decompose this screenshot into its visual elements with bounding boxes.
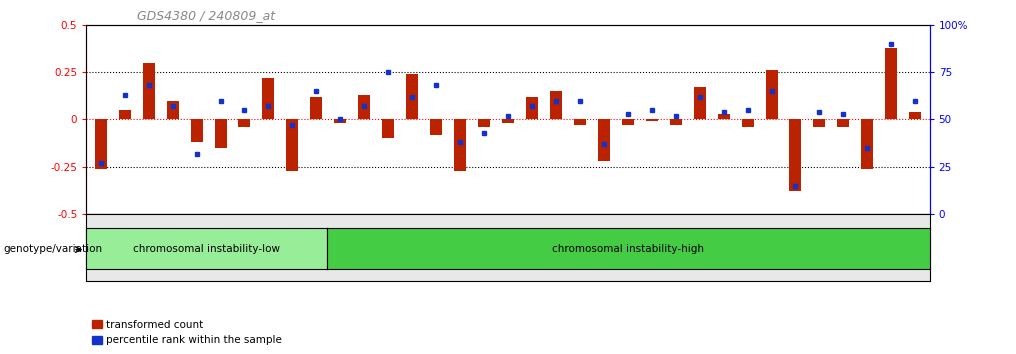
Text: GDS4380 / 240809_at: GDS4380 / 240809_at <box>137 9 275 22</box>
Bar <box>765 70 777 119</box>
Bar <box>814 119 825 127</box>
Bar <box>334 119 346 123</box>
Bar <box>670 119 682 125</box>
Bar <box>550 91 562 119</box>
Bar <box>454 119 466 171</box>
Bar <box>287 119 299 171</box>
Bar <box>789 119 802 192</box>
Bar <box>574 119 586 125</box>
Bar <box>142 63 154 119</box>
Bar <box>526 97 537 119</box>
Bar <box>909 112 922 119</box>
Bar <box>191 119 202 142</box>
Bar <box>622 119 634 125</box>
Bar <box>239 119 251 127</box>
Bar <box>742 119 754 127</box>
Bar <box>646 119 657 121</box>
Bar <box>359 95 370 119</box>
Bar <box>310 97 322 119</box>
Bar <box>694 87 706 119</box>
Bar <box>502 119 514 123</box>
Bar <box>837 119 849 127</box>
Bar <box>479 119 490 127</box>
Bar <box>94 119 107 169</box>
Bar <box>862 119 874 169</box>
Legend: transformed count, percentile rank within the sample: transformed count, percentile rank withi… <box>91 320 282 345</box>
Bar <box>430 119 442 135</box>
Bar <box>167 101 179 119</box>
Bar <box>119 110 131 119</box>
Bar <box>885 47 897 119</box>
Bar <box>262 78 274 119</box>
Text: chromosomal instability-high: chromosomal instability-high <box>553 244 704 254</box>
Bar <box>717 114 729 119</box>
Bar <box>382 119 394 138</box>
Text: chromosomal instability-low: chromosomal instability-low <box>133 244 280 254</box>
Bar <box>214 119 227 148</box>
Text: genotype/variation: genotype/variation <box>3 244 103 254</box>
Bar <box>597 119 610 161</box>
Bar <box>406 74 419 119</box>
